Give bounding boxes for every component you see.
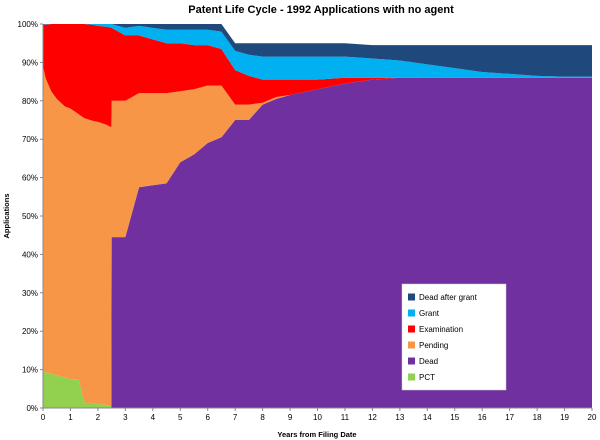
x-axis-title: Years from Filing Date	[277, 430, 356, 439]
y-tick-label: 50%	[22, 212, 38, 221]
x-tick-label: 20	[588, 413, 597, 422]
y-tick-label: 60%	[22, 174, 38, 183]
legend-swatch	[408, 357, 415, 365]
area-grant	[43, 24, 592, 80]
legend: Dead after grant Grant Examination Pending D…	[401, 283, 507, 391]
y-tick-label: 10%	[22, 366, 38, 375]
legend-box	[401, 283, 507, 391]
legend-swatch	[408, 341, 415, 349]
legend-label: Examination	[419, 325, 463, 334]
area-pct	[43, 371, 592, 408]
x-tick-label: 7	[233, 413, 238, 422]
y-tick-label: 80%	[22, 97, 38, 106]
legend-label: Dead after grant	[419, 293, 478, 302]
x-tick-label: 6	[205, 413, 210, 422]
x-tick-label: 15	[450, 413, 459, 422]
x-tick-label: 12	[368, 413, 377, 422]
legend-swatch	[408, 373, 415, 381]
x-tick-label: 0	[41, 413, 46, 422]
chart-title: Patent Life Cycle - 1992 Applications wi…	[188, 4, 454, 16]
x-tick-label: 13	[395, 413, 404, 422]
x-tick-label: 8	[260, 413, 265, 422]
x-tick-label: 18	[533, 413, 542, 422]
area-examination	[43, 24, 592, 128]
legend-swatch	[408, 325, 415, 333]
x-tick-label: 5	[178, 413, 183, 422]
y-tick-label: 100%	[18, 20, 38, 29]
y-tick-label: 40%	[22, 250, 38, 259]
area-series-group	[43, 24, 592, 408]
x-tick-label: 10	[313, 413, 322, 422]
area-dead-after-grant	[43, 24, 592, 77]
y-tick-label: 20%	[22, 327, 38, 336]
x-tick-label: 14	[423, 413, 432, 422]
tick-labels: 0%10%20%30%40%50%60%70%80%90%100%0 1 2 3 4 5 6…	[18, 20, 597, 422]
x-tick-label: 11	[341, 413, 350, 422]
area-pending	[43, 66, 592, 406]
x-tick-label: 9	[288, 413, 293, 422]
y-axis-title: Applications	[2, 193, 11, 238]
legend-label: Pending	[419, 341, 448, 350]
x-tick-label: 19	[560, 413, 569, 422]
y-tick-label: 90%	[22, 58, 38, 67]
y-tick-label: 0%	[26, 404, 38, 413]
legend-label: Dead	[419, 357, 438, 366]
y-tick-label: 70%	[22, 135, 38, 144]
x-tick-label: 2	[96, 413, 101, 422]
x-tick-label: 1	[68, 413, 73, 422]
legend-swatch	[408, 309, 415, 317]
legend-label: PCT	[419, 373, 435, 382]
legend-swatch	[408, 293, 415, 301]
x-tick-label: 17	[505, 413, 514, 422]
legend-label: Grant	[419, 309, 440, 318]
x-tick-label: 4	[151, 413, 156, 422]
y-tick-label: 30%	[22, 289, 38, 298]
x-tick-label: 3	[123, 413, 128, 422]
x-tick-label: 16	[478, 413, 487, 422]
